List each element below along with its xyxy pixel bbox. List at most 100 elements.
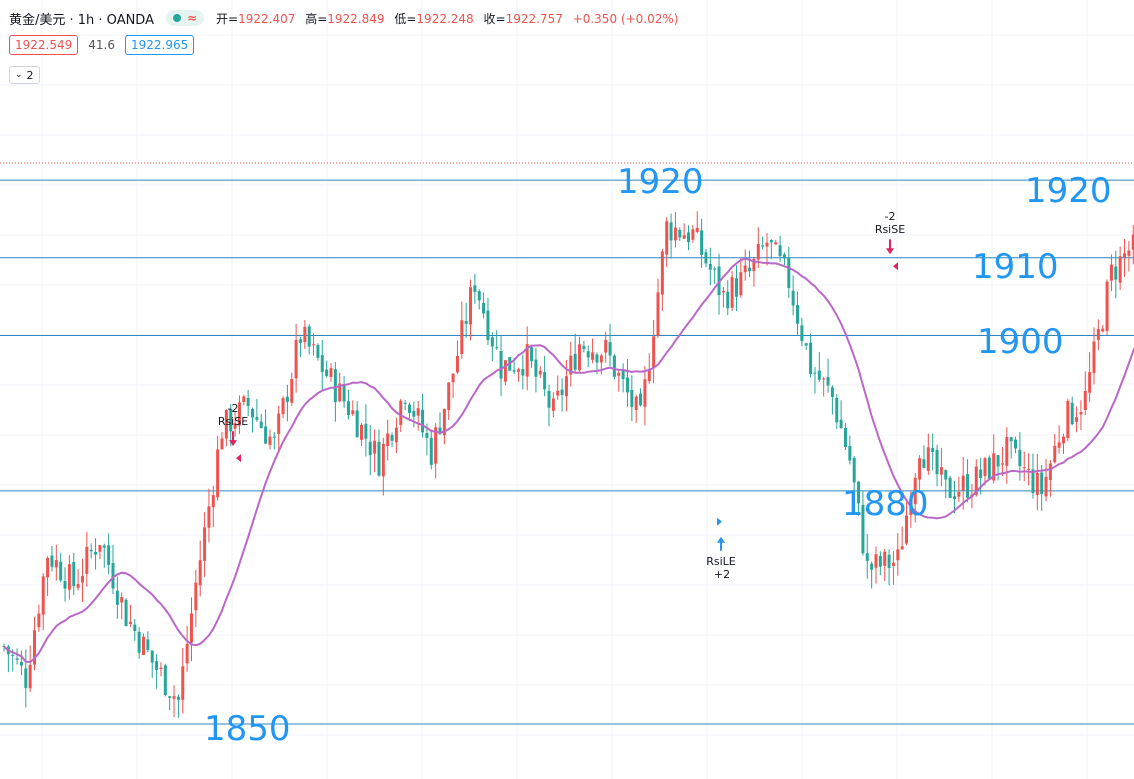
- candle-body: [909, 507, 913, 516]
- candle: [63, 567, 67, 602]
- candle-body: [765, 242, 769, 247]
- candle: [312, 333, 316, 356]
- indicators-toggle-button[interactable]: ⌄ 2: [9, 66, 40, 84]
- candle-body: [538, 370, 542, 375]
- open-label: 开=: [216, 11, 239, 26]
- candle: [229, 404, 233, 447]
- candle-body: [883, 551, 887, 566]
- candle-body: [804, 343, 808, 346]
- candle: [996, 454, 1000, 481]
- candle-body: [469, 287, 473, 325]
- candle: [525, 326, 529, 391]
- candle: [852, 456, 856, 496]
- candle-body: [695, 227, 699, 232]
- candle: [778, 235, 782, 262]
- candle: [721, 287, 725, 308]
- candle-body: [2, 645, 6, 647]
- candle: [216, 435, 220, 501]
- candle-body: [1018, 449, 1022, 467]
- candle-body: [1127, 250, 1131, 256]
- candle: [543, 355, 547, 397]
- candle-body: [11, 654, 15, 656]
- candle: [643, 365, 647, 426]
- buy-price-button[interactable]: 1922.965: [124, 35, 195, 55]
- candle: [843, 422, 847, 450]
- level-labels: 1920 1910 1900 1880 1850 1920: [204, 162, 1112, 749]
- chart-header: 黄金/美元 · 1h · OANDA ≈ 开=1922.407 高=1922.8…: [9, 8, 678, 28]
- chevron-down-icon: ⌄: [15, 70, 23, 80]
- candle: [373, 429, 377, 473]
- candle-body: [72, 562, 76, 587]
- candle: [246, 389, 250, 417]
- candle-body: [89, 549, 93, 552]
- candle-body: [630, 389, 634, 407]
- candle-body: [691, 229, 695, 240]
- candle: [264, 409, 268, 445]
- market-status[interactable]: ≈: [165, 10, 205, 26]
- candle-body: [857, 481, 861, 504]
- candle-body: [700, 230, 704, 255]
- candle-body: [251, 408, 255, 418]
- candle: [1000, 446, 1004, 476]
- candle-body: [525, 344, 529, 377]
- candle-body: [207, 506, 211, 528]
- candle: [403, 399, 407, 411]
- symbol-title[interactable]: 黄金/美元 · 1h · OANDA: [9, 12, 154, 28]
- candle-body: [373, 440, 377, 454]
- candle-body: [826, 376, 830, 386]
- candle-body: [1092, 341, 1096, 374]
- candle: [120, 592, 124, 620]
- candle-body: [708, 263, 712, 270]
- candle: [966, 459, 970, 503]
- candle: [242, 394, 246, 406]
- candle-body: [734, 278, 738, 297]
- signal-qty: -2: [228, 402, 239, 415]
- wave-icon: ≈: [186, 11, 198, 25]
- candle-body: [992, 453, 996, 481]
- candle: [307, 323, 311, 355]
- candle-body: [242, 396, 246, 402]
- candle-body: [1088, 372, 1092, 393]
- candle-body: [569, 355, 573, 375]
- candle: [377, 429, 381, 477]
- candle-body: [1009, 437, 1013, 442]
- candle-body: [621, 370, 625, 380]
- candle: [338, 372, 342, 403]
- arrowhead-icon: [717, 536, 725, 543]
- candle: [390, 432, 394, 448]
- candle: [368, 424, 372, 476]
- candle: [761, 236, 765, 250]
- candle-body: [874, 554, 878, 568]
- candle-body: [756, 243, 760, 260]
- candle: [865, 534, 869, 579]
- candle-body: [551, 398, 555, 411]
- candle-body: [298, 339, 302, 343]
- candle-body: [224, 409, 228, 439]
- candle-body: [660, 251, 664, 295]
- sell-price-button[interactable]: 1922.549: [9, 35, 79, 55]
- candle: [1083, 371, 1087, 416]
- candle: [455, 340, 459, 375]
- candle: [578, 336, 582, 374]
- candle-body: [351, 410, 355, 415]
- candle-body: [67, 564, 71, 590]
- candle: [909, 491, 913, 528]
- candle: [713, 266, 717, 285]
- candle: [460, 301, 464, 359]
- candle: [107, 533, 111, 575]
- high-value: 1922.849: [327, 11, 385, 26]
- entry-marker-icon: [717, 517, 722, 526]
- candle-body: [922, 459, 926, 468]
- candle-body: [303, 326, 307, 343]
- candle-body: [442, 408, 446, 436]
- candle-body: [203, 527, 207, 561]
- candle-body: [861, 504, 865, 554]
- candle-body: [434, 427, 438, 464]
- candle-body: [107, 545, 111, 565]
- candle-body: [259, 421, 263, 428]
- candle-body: [24, 668, 28, 688]
- candle-body: [739, 272, 743, 296]
- close-label: 收=: [483, 11, 506, 26]
